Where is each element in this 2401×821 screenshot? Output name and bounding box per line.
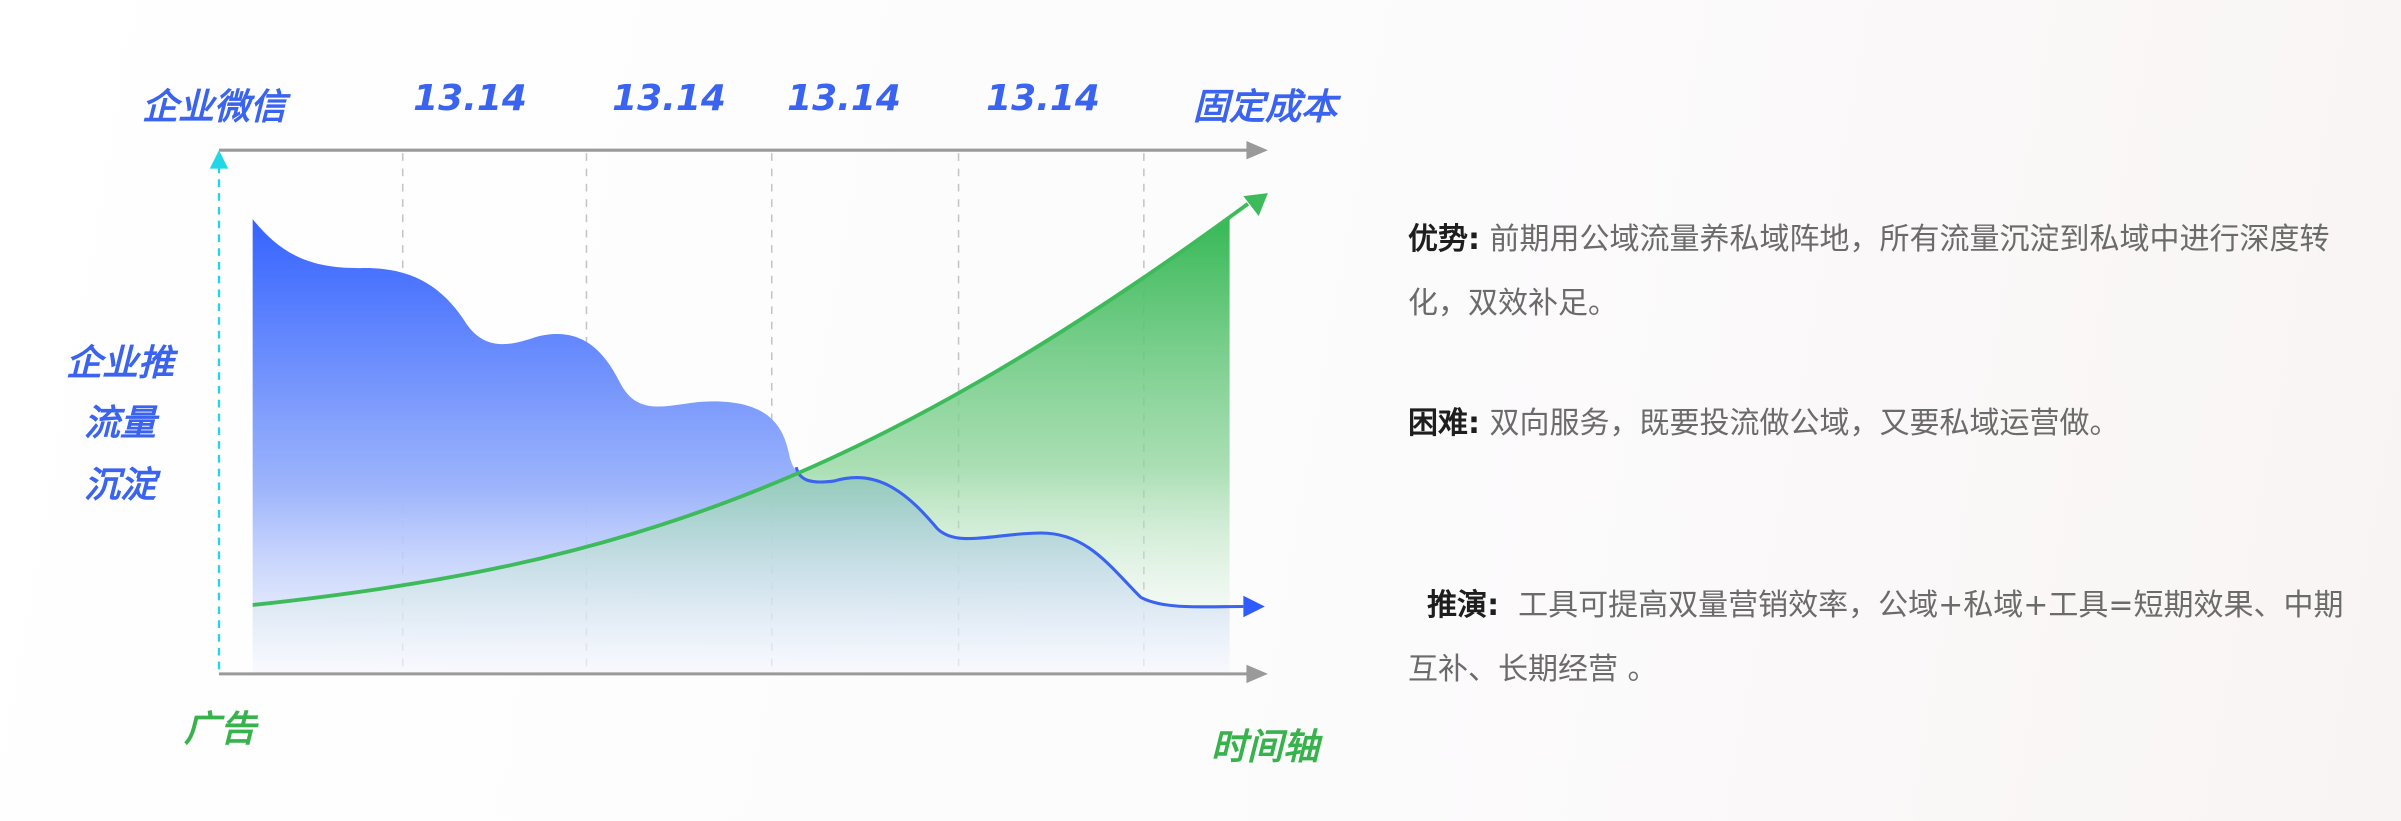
bottom-left-label: 广告 — [183, 709, 257, 750]
green-arrow-icon — [1243, 193, 1268, 217]
bottom-right-label: 时间轴 — [1210, 727, 1320, 768]
note-text: 双向服务，既要投流做公域，又要私域运营做。 — [1480, 406, 2120, 441]
top-tick-label: 13.14 — [787, 78, 901, 119]
note-difficulty: 困难: 双向服务，既要投流做公域，又要私域运营做。 — [1408, 392, 2368, 456]
blue-line — [794, 466, 1244, 609]
note-title: 推演: — [1427, 588, 1500, 623]
note-text: 工具可提高双量营销效率，公域+私域+工具=短期效果、中期互补、长期经营 。 — [1408, 588, 2344, 687]
top-right-label: 固定成本 — [1192, 87, 1338, 128]
note-title: 困难: — [1408, 406, 1480, 441]
y-label-line: 企业推 — [65, 343, 175, 384]
top-left-label: 企业微信 — [141, 87, 287, 128]
top-tick-label: 13.14 — [612, 78, 726, 119]
green-area — [252, 217, 1230, 674]
note-title: 优势: — [1408, 222, 1480, 257]
y-label-line: 沉淀 — [83, 465, 157, 506]
y-label-line: 流量 — [83, 403, 157, 444]
x-axis-arrow-icon — [1246, 664, 1268, 684]
note-advantage: 优势: 前期用公域流量养私域阵地，所有流量沉淀到私域中进行深度转化，双效补足。 — [1408, 208, 2368, 336]
y-axis-arrow-icon — [209, 150, 229, 169]
blue-arrow-icon — [1243, 595, 1265, 618]
top-axis-arrow-icon — [1246, 141, 1268, 160]
note-text: 前期用公域流量养私域阵地，所有流量沉淀到私域中进行深度转化，双效补足。 — [1408, 222, 2330, 321]
note-deduction: 推演: 工具可提高双量营销效率，公域+私域+工具=短期效果、中期互补、长期经营 … — [1408, 510, 2368, 702]
top-tick-label: 13.14 — [413, 78, 527, 119]
green-line — [252, 202, 1250, 607]
top-tick-label: 13.14 — [986, 78, 1100, 119]
